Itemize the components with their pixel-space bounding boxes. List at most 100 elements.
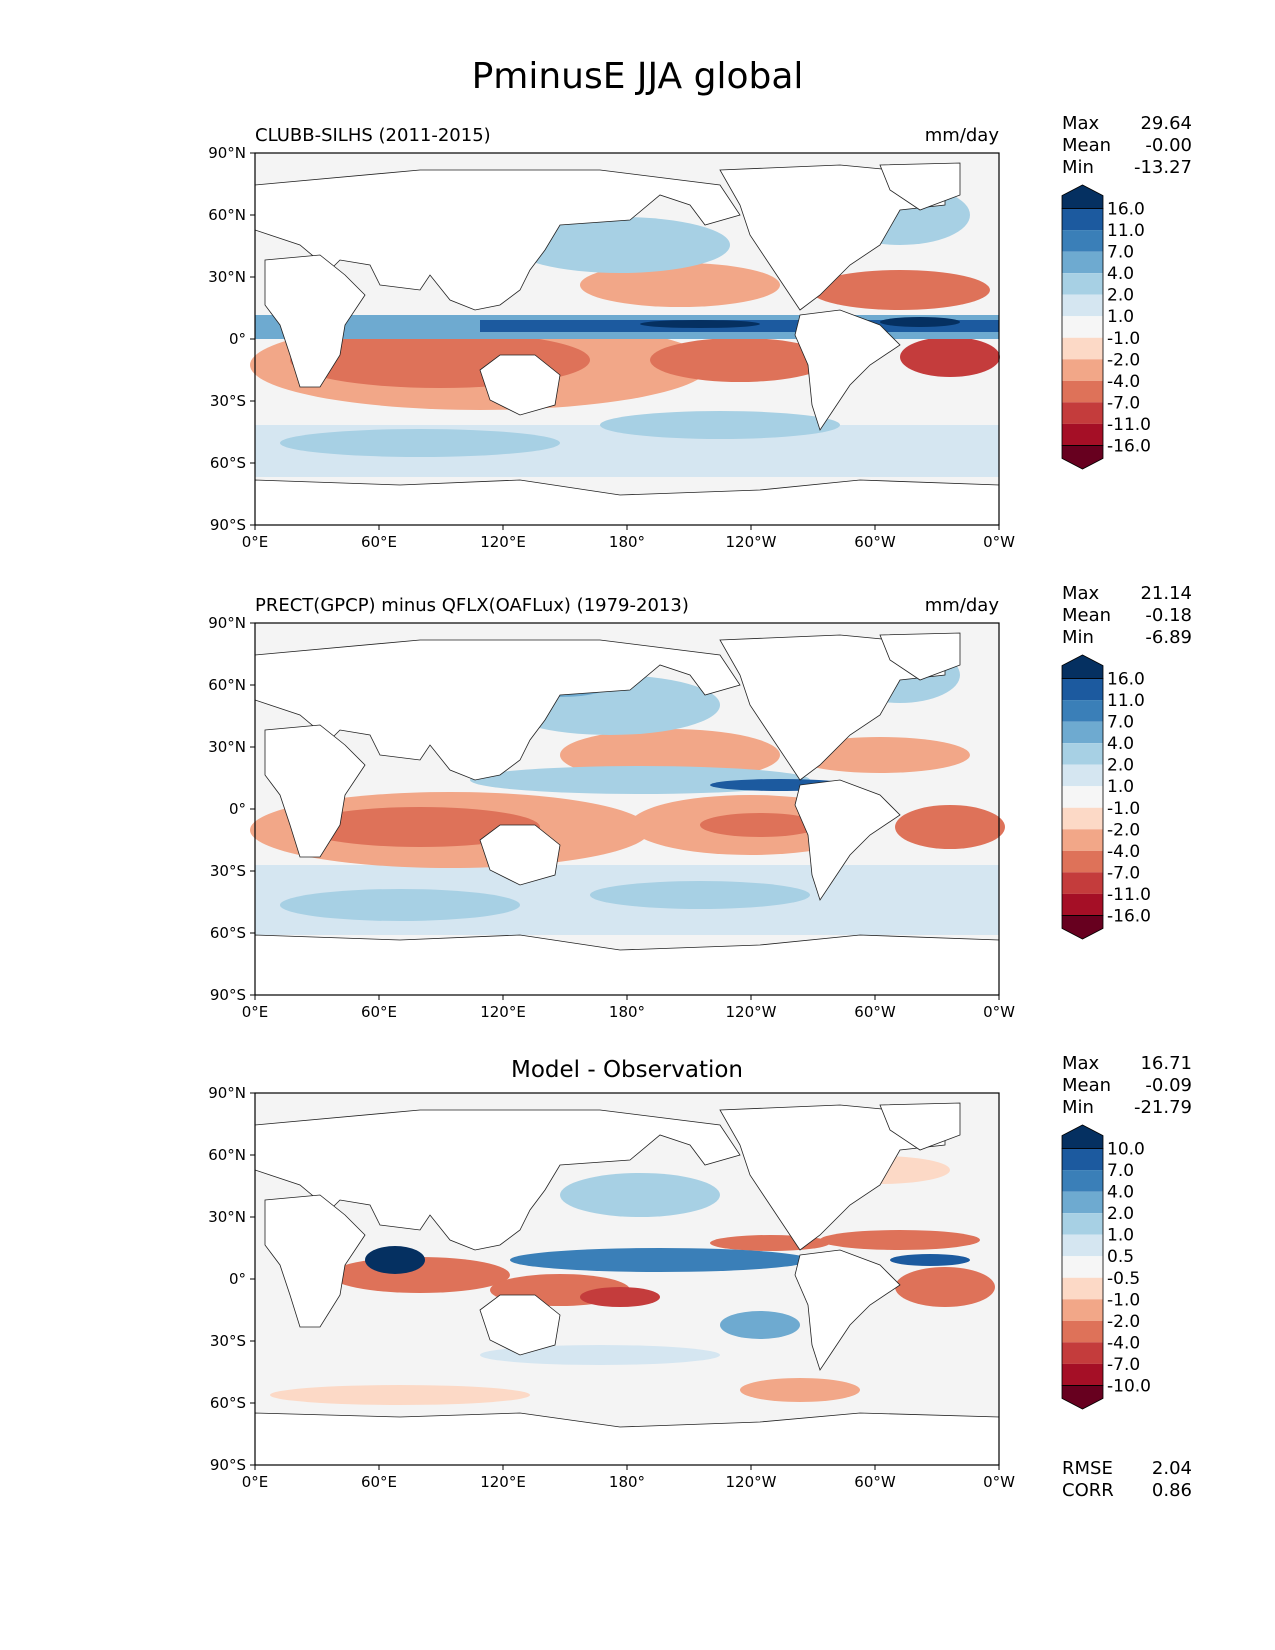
field-blob xyxy=(890,1254,970,1266)
lat-tick-label: 90°N xyxy=(208,1084,246,1102)
colorbar-tick-label: -7.0 xyxy=(1107,1355,1140,1375)
field-blob xyxy=(590,881,810,909)
colorbar-segment xyxy=(1062,251,1103,274)
field-blob xyxy=(280,429,560,457)
colorbar-tick-label: -10.0 xyxy=(1107,1376,1151,1396)
colorbar-tick-label: 2.0 xyxy=(1107,286,1134,306)
colorbar-segment xyxy=(1062,678,1103,701)
stat-max-label: Max xyxy=(1062,1053,1100,1074)
colorbar-tick-label: -7.0 xyxy=(1107,393,1140,413)
land-south-america xyxy=(794,309,901,431)
colorbar-segment xyxy=(1062,208,1103,231)
colorbar-tick-label: 7.0 xyxy=(1107,243,1134,263)
stats-box: Max 16.71 Mean -0.09 Min -21.79 xyxy=(1062,1053,1192,1119)
colorbar: 16.011.07.04.02.01.0-1.0-2.0-4.0-7.0-11.… xyxy=(1061,184,1151,470)
colorbar-tick-label: -16.0 xyxy=(1107,906,1151,926)
lon-tick-label: 120°W xyxy=(726,533,777,551)
colorbar-tick-label: -11.0 xyxy=(1107,415,1151,435)
colorbar-tick-label: 2.0 xyxy=(1107,756,1134,776)
lat-tick-label: 60°S xyxy=(210,1394,246,1412)
colorbar: 16.011.07.04.02.01.0-1.0-2.0-4.0-7.0-11.… xyxy=(1061,654,1151,940)
lon-tick-label: 60°E xyxy=(361,1003,397,1021)
colorbar-segment xyxy=(1062,380,1103,403)
colorbar-tick-label: 0.5 xyxy=(1107,1247,1134,1267)
colorbar-tick-label: -16.0 xyxy=(1107,436,1151,456)
lon-tick-label: 120°E xyxy=(480,1003,526,1021)
figure-title: PminusE JJA global xyxy=(471,56,804,97)
field-blob xyxy=(510,217,730,273)
field-blob xyxy=(740,1378,860,1402)
stat-mean-label: Mean xyxy=(1062,605,1112,626)
colorbar-segment xyxy=(1062,786,1103,808)
land-greenland xyxy=(879,1102,961,1151)
lon-tick-label: 120°W xyxy=(726,1003,777,1021)
colorbar-tick-label: 4.0 xyxy=(1107,734,1134,754)
corr-label: CORR xyxy=(1062,1480,1114,1501)
colorbar-segment xyxy=(1062,359,1103,381)
field-blob xyxy=(880,317,960,327)
lat-tick-label: 30°N xyxy=(208,738,246,756)
colorbar-tick-label: -2.0 xyxy=(1107,350,1140,370)
land-layer xyxy=(254,1102,1000,1466)
colorbar-segment xyxy=(1062,1320,1103,1343)
stat-mean-label: Mean xyxy=(1062,135,1112,156)
lon-tick-label: 60°W xyxy=(854,1003,896,1021)
lat-tick-label: 90°N xyxy=(208,614,246,632)
field-blob xyxy=(820,1230,980,1250)
lon-tick-label: 0°W xyxy=(983,1473,1015,1491)
map-plot: 0°E 60°E 120°E 180° 120°W 60°W 0°W 90°N 60°N 30°… xyxy=(208,144,1151,551)
colorbar-segment xyxy=(1062,1277,1103,1300)
colorbar-frame xyxy=(1061,208,1104,446)
colorbar-extend-top xyxy=(1061,654,1104,679)
colorbar-segment xyxy=(1062,1342,1103,1364)
panel-observation: PRECT(GPCP) minus QFLX(OAFLux) (1979-201… xyxy=(0,583,1275,1065)
stat-max-value: 16.71 xyxy=(1140,1053,1192,1074)
lat-tick-label: 90°N xyxy=(208,144,246,162)
lon-tick-label: 60°E xyxy=(361,533,397,551)
colorbar-segment xyxy=(1062,893,1103,916)
lon-axis: 0°E 60°E 120°E 180° 120°W 60°W 0°W xyxy=(242,525,1015,551)
units-label: mm/day xyxy=(924,595,999,616)
panel-difference: Model - Observation Max 16.71 Mean -0.09 M… xyxy=(0,1053,1275,1535)
colorbar-tick-label: 1.0 xyxy=(1107,307,1134,327)
panel-title: Model - Observation xyxy=(510,1057,744,1083)
lon-tick-label: 60°W xyxy=(854,533,896,551)
colorbar-tick-label: 2.0 xyxy=(1107,1204,1134,1224)
colorbar-extend-top xyxy=(1061,1124,1104,1149)
colorbar-tick-label: -4.0 xyxy=(1107,842,1140,862)
lon-axis: 0°E 60°E 120°E 180° 120°W 60°W 0°W xyxy=(242,995,1015,1021)
lat-tick-label: 60°S xyxy=(210,454,246,472)
field-blob xyxy=(480,1345,720,1365)
field-blob xyxy=(580,263,780,307)
lat-tick-label: 90°S xyxy=(210,516,246,534)
stat-max-label: Max xyxy=(1062,113,1100,134)
colorbar-segment xyxy=(1062,850,1103,873)
field-blob xyxy=(640,320,760,328)
lon-tick-label: 180° xyxy=(609,1473,645,1491)
lat-tick-label: 60°N xyxy=(208,676,246,694)
rmse-value: 2.04 xyxy=(1151,1458,1192,1479)
colorbar-tick-label: 16.0 xyxy=(1107,200,1145,220)
field-blob xyxy=(560,1173,720,1217)
colorbar-segment xyxy=(1062,721,1103,744)
colorbar-segment xyxy=(1062,1191,1103,1214)
lon-tick-label: 0°E xyxy=(242,1473,269,1491)
field-blob xyxy=(895,1267,995,1307)
field-blob xyxy=(365,1246,425,1274)
colorbar-extend-bottom xyxy=(1061,1385,1104,1410)
lat-tick-label: 0° xyxy=(229,1270,246,1288)
stat-mean-value: -0.09 xyxy=(1145,1075,1192,1096)
land-africa xyxy=(264,1194,366,1328)
stat-min-value: -13.27 xyxy=(1133,157,1192,178)
stats-box: Max 21.14 Mean -0.18 Min -6.89 xyxy=(1062,583,1192,649)
colorbar-tick-label: -1.0 xyxy=(1107,1290,1140,1310)
land-australia xyxy=(479,824,561,886)
lat-axis: 90°N 60°N 30°N 0° 30°S 60°S 90°S xyxy=(208,1084,255,1474)
colorbar-segment xyxy=(1062,337,1103,360)
colorbar-tick-label: -4.0 xyxy=(1107,372,1140,392)
stat-min-value: -6.89 xyxy=(1145,627,1192,648)
lat-tick-label: 60°S xyxy=(210,924,246,942)
colorbar-segment xyxy=(1062,294,1103,317)
lon-tick-label: 0°E xyxy=(242,533,269,551)
colorbar-tick-label: -0.5 xyxy=(1107,1269,1140,1289)
